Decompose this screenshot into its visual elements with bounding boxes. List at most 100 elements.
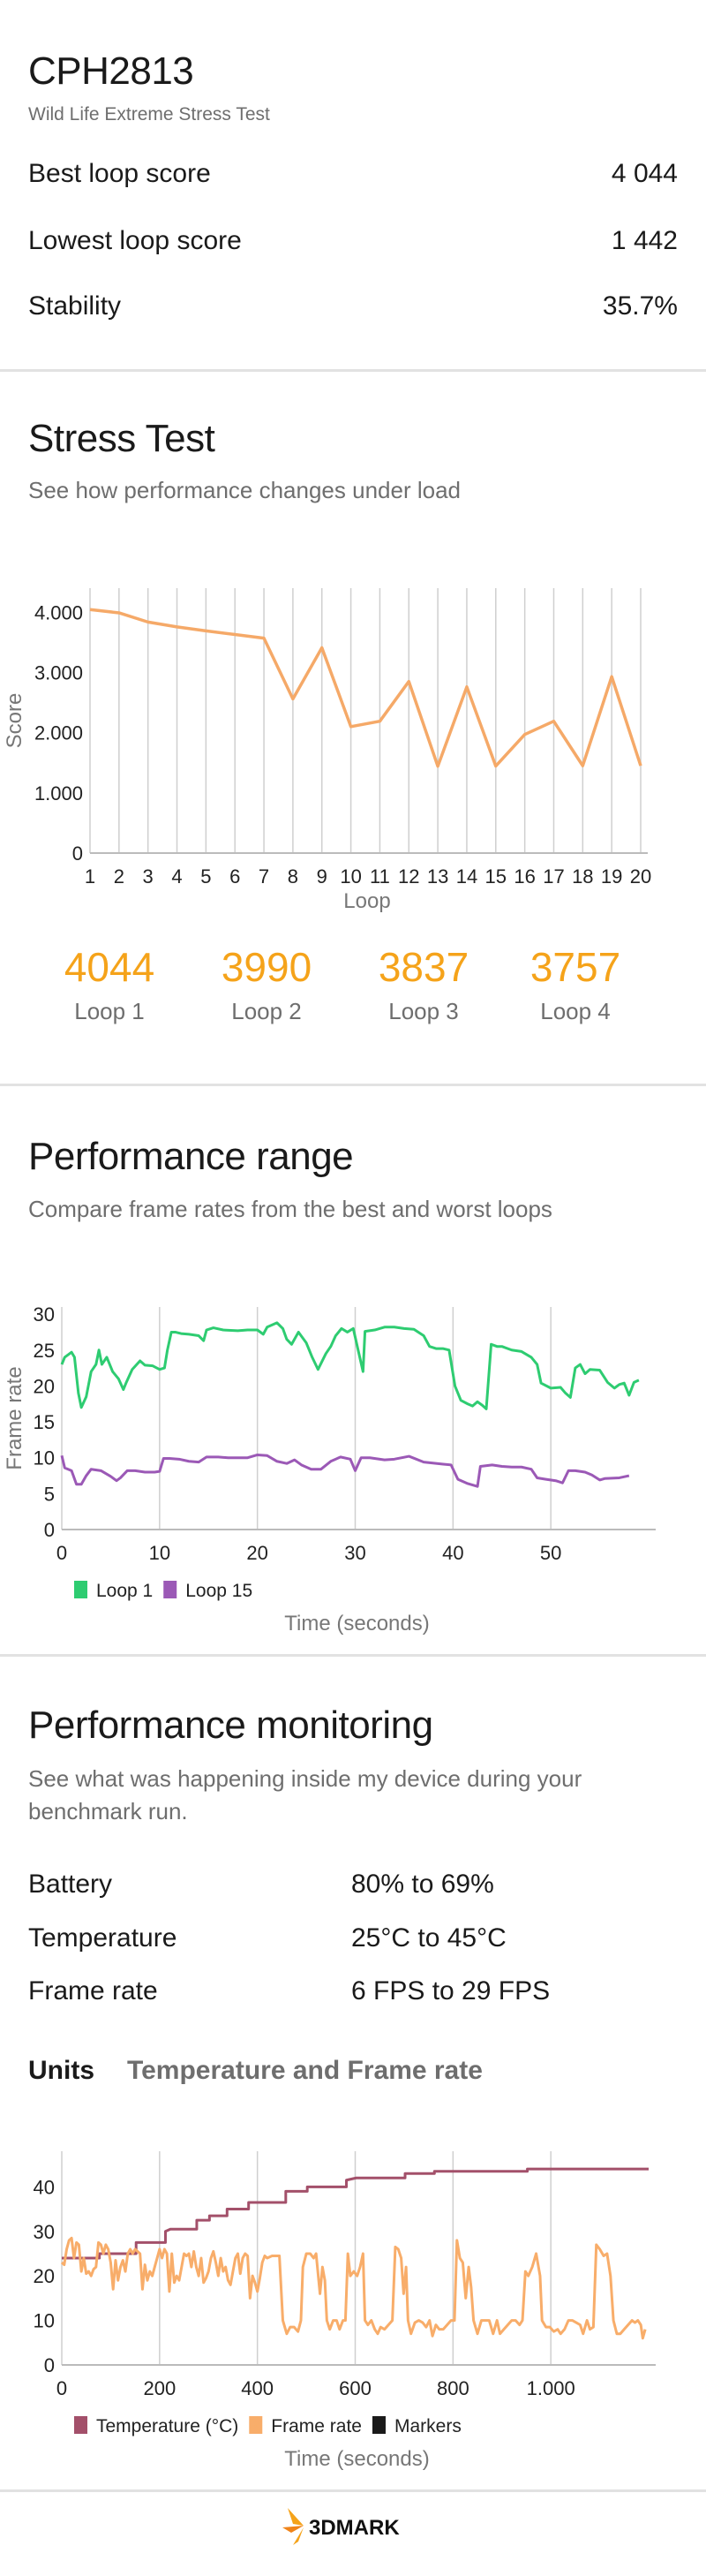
x-tick-label: 10	[340, 865, 361, 888]
x-axis-label: Time (seconds)	[284, 2447, 429, 2471]
divider	[0, 369, 706, 372]
divider	[0, 1654, 706, 1657]
y-tick-label: 4.000	[34, 601, 83, 623]
x-tick-label: 5	[200, 865, 211, 888]
x-tick-label: 7	[259, 865, 269, 888]
monitor-value: 25°C to 45°C	[351, 1923, 507, 1953]
loop-label: Loop 3	[388, 998, 459, 1024]
legend-swatch	[74, 1581, 87, 1598]
stat-value: 35.7%	[602, 291, 678, 321]
loop-score: 4044	[64, 944, 155, 990]
x-tick-label: 30	[344, 1542, 365, 1564]
y-tick-label: 0	[44, 1519, 55, 1541]
divider	[0, 1084, 706, 1086]
stat-label: Lowest loop score	[28, 226, 242, 255]
x-tick-label: 17	[543, 865, 564, 888]
y-tick-label: 1.000	[34, 782, 83, 805]
legend-label: Frame rate	[271, 2416, 362, 2436]
range-subtitle: Compare frame rates from the best and wo…	[28, 1196, 552, 1222]
x-tick-label: 0	[56, 1542, 67, 1564]
monitoring-subtitle: See what was happening inside my device …	[28, 1765, 582, 1824]
legend-swatch	[74, 2416, 87, 2434]
3dmark-logo: 3DMARK	[281, 2506, 431, 2545]
stat-label: Best loop score	[28, 159, 211, 188]
x-tick-label: 600	[339, 2377, 372, 2399]
series-line	[60, 2236, 647, 2340]
y-tick-label: 25	[34, 1340, 55, 1362]
legend-swatch	[372, 2416, 386, 2434]
units-label: Units	[28, 2056, 94, 2085]
monitor-label: Battery	[28, 1870, 113, 1899]
y-tick-label: 0	[72, 842, 83, 865]
y-tick-label: 5	[44, 1483, 55, 1505]
loop-score: 3837	[378, 944, 469, 990]
x-tick-label: 4	[171, 865, 182, 888]
range-title: Performance range	[28, 1135, 354, 1178]
legend-label: Loop 1	[96, 1581, 153, 1601]
x-tick-label: 15	[485, 865, 507, 888]
loop-label: Loop 2	[231, 998, 302, 1024]
y-tick-label: 3.000	[34, 661, 83, 684]
x-tick-label: 6	[229, 865, 240, 888]
x-tick-label: 200	[143, 2377, 176, 2399]
stat-row-lowest: Lowest loop score 1 442	[28, 226, 678, 256]
x-tick-label: 20	[246, 1542, 267, 1564]
x-tick-label: 2	[114, 865, 124, 888]
y-tick-label: 2.000	[34, 722, 83, 744]
loop-label: Loop 4	[540, 998, 611, 1024]
test-name: Wild Life Extreme Stress Test	[28, 104, 270, 125]
x-tick-label: 19	[601, 865, 622, 888]
x-tick-label: 3	[143, 865, 154, 888]
stress-title: Stress Test	[28, 417, 215, 460]
loop-score: 3757	[530, 944, 621, 990]
x-tick-label: 20	[630, 865, 651, 888]
x-tick-label: 9	[317, 865, 327, 888]
y-tick-label: 15	[34, 1411, 55, 1433]
stat-value: 1 442	[611, 226, 678, 255]
units-selector[interactable]: Temperature and Frame rate	[127, 2056, 483, 2085]
x-axis-label: Loop	[343, 889, 390, 913]
frame-rate-range-chart: 0 10 20 30 40 50 0 5 10 15 20 25 30 Frame rate Loop 1 L…	[3, 1303, 656, 1635]
loop-score: 3990	[221, 944, 312, 990]
x-tick-label: 11	[370, 865, 390, 888]
series-line	[60, 1453, 630, 1488]
x-tick-label: 12	[398, 865, 419, 888]
legend-swatch	[163, 1581, 177, 1598]
y-tick-label: 10	[34, 2310, 55, 2332]
loop-label: Loop 1	[74, 998, 145, 1024]
monitoring-title: Performance monitoring	[28, 1703, 433, 1747]
x-tick-label: 18	[572, 865, 593, 888]
stat-row-best: Best loop score 4 044	[28, 159, 678, 189]
logo-text: 3DMARK	[309, 2516, 400, 2540]
monitor-label: Frame rate	[28, 1976, 158, 2006]
y-tick-label: 10	[34, 1447, 55, 1469]
legend-label: Temperature (°C)	[96, 2416, 238, 2436]
stress-subtitle: See how performance changes under load	[28, 477, 461, 503]
divider	[0, 2489, 706, 2492]
x-tick-label: 1.000	[527, 2377, 575, 2399]
monitor-value: 6 FPS to 29 FPS	[351, 1976, 551, 2006]
y-axis-label: Frame rate	[3, 1366, 26, 1469]
y-tick-label: 30	[34, 2221, 55, 2243]
stat-label: Stability	[28, 291, 122, 321]
series-line	[60, 1321, 640, 1410]
x-axis-label: Time (seconds)	[284, 1612, 429, 1635]
legend-label: Markers	[394, 2416, 462, 2436]
device-name: CPH2813	[28, 49, 194, 93]
x-tick-label: 50	[540, 1542, 561, 1564]
y-axis-label: Score	[3, 693, 26, 749]
x-tick-label: 8	[288, 865, 298, 888]
y-tick-label: 0	[44, 2354, 55, 2376]
legend-swatch	[249, 2416, 263, 2434]
y-tick-label: 40	[34, 2176, 55, 2198]
x-tick-label: 13	[427, 865, 448, 888]
x-tick-label: 1	[85, 865, 95, 888]
monitoring-chart: 0 200 400 600 800 1.000 0 10 20 30 40 Temperature (…	[34, 2151, 656, 2471]
x-tick-label: 40	[442, 1542, 463, 1564]
stress-score-chart: 1 2 3 4 5 6 7 8 9 10 11 12 13 14 15 16 17 18 19 2001.0002.0…	[3, 588, 651, 913]
x-tick-label: 10	[149, 1542, 170, 1564]
series-line	[62, 2167, 649, 2260]
stat-row-stability: Stability 35.7%	[28, 291, 678, 321]
stat-value: 4 044	[611, 159, 678, 188]
x-tick-label: 14	[456, 865, 477, 888]
